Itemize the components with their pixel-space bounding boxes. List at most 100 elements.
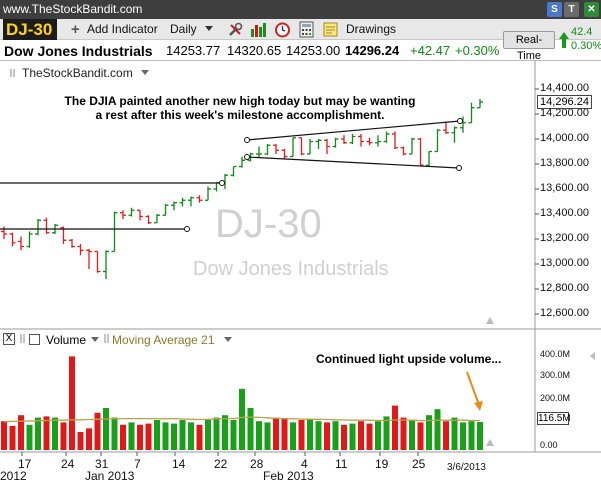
ohlc-bar [375,135,381,147]
note-icon[interactable] [322,21,339,38]
channel-upper-line[interactable] [246,120,461,141]
price-tick: 12,800.00 [540,282,589,294]
price-tick: 13,200.00 [540,232,589,244]
calculator-icon[interactable] [298,21,315,38]
volume-tick: 400.0M [540,349,571,359]
chevron-down-icon[interactable] [141,70,149,75]
ohlc-bar [349,134,356,144]
drawing-handle[interactable] [244,154,250,160]
channel-lower-line[interactable] [246,156,460,169]
volume-label: Volume [46,333,87,347]
add-indicator-icon[interactable]: + [71,21,80,38]
ohlc-bar [290,137,296,158]
ohlc-bar [196,195,203,203]
volume-bar [145,423,152,450]
volume-bar [451,417,458,450]
volume-tick: 300.0M [540,370,571,380]
close-icon[interactable]: ✕ [584,2,599,17]
ohlc-bar [213,182,220,192]
quote-change: +42.47 [410,43,451,58]
x-day-label: 4 [301,457,308,471]
share-icon[interactable]: S [547,2,562,17]
ohlc-bar [162,204,169,216]
color-swatch[interactable] [29,334,40,345]
drawing-handle[interactable] [244,137,250,143]
wrench-icon[interactable] [227,21,244,38]
x-period-label: Feb 2013 [263,469,314,483]
side-change-pct: 0.30% [571,40,601,52]
drawing-handle[interactable] [456,165,462,171]
chevron-down-icon[interactable] [224,337,232,342]
interval-select[interactable]: Daily [170,22,197,36]
drawing-handle[interactable] [219,180,225,186]
volume-bar [222,415,228,450]
ohlc-bar [18,236,24,251]
ohlc-bar [137,209,143,221]
source-label: TheStockBandit.com [22,66,133,80]
main-annotation: The DJIA painted another new high today … [64,94,416,122]
drag-handle-icon[interactable] [20,334,26,343]
volume-bar [375,421,381,450]
volume-bar [273,417,279,450]
volume-bar [409,420,415,450]
window-title: www.TheStockBandit.com [3,2,143,16]
bar-chart-icon[interactable] [250,21,267,38]
close-panel-icon[interactable]: X [3,333,15,345]
ohlc-bar [366,137,373,146]
price-tick: 12,600.00 [540,307,589,319]
quote-bar: Dow Jones Industrials 14253.77 14320.65 … [0,40,601,61]
volume-bar [103,408,109,450]
symbol-box[interactable]: DJ-30 [3,19,57,40]
x-day-label: 11 [335,457,348,471]
volume-bar [69,356,75,450]
drawing-handle[interactable] [184,226,190,232]
ohlc-bar [426,150,432,167]
chevron-down-icon[interactable] [205,26,213,31]
volume-bar [264,422,271,450]
price-tick: 13,000.00 [540,257,589,269]
ma-label: Moving Average 21 [112,333,215,347]
drag-handle-icon[interactable] [104,334,110,343]
current-volume-label: 116.5M [537,412,571,425]
ohlc-bar [341,135,347,144]
volume-bar [171,423,177,450]
volume-bar [392,405,398,450]
chevron-down-icon[interactable] [91,337,99,342]
drawing-handle[interactable] [457,118,463,124]
scroll-up-icon[interactable] [486,317,494,324]
current-price-label: 14,296.24 [537,95,592,109]
quote-change-pct: +0.30% [455,43,500,58]
volume-bar [426,415,432,450]
alarm-clock-icon[interactable] [274,21,291,38]
volume-bar [86,428,92,450]
ohlc-bar [94,250,101,273]
ohlc-bar [332,137,339,148]
volume-bar [468,421,475,450]
x-day-label: 25 [412,457,426,471]
volume-bar [111,417,118,450]
quote-high: 14320.65 [227,43,282,58]
volume-bar [298,420,305,450]
volume-bar [213,417,220,450]
collapse-icon[interactable] [590,352,595,360]
volume-tick: 200.0M [540,393,571,403]
drawings-button[interactable]: Drawings [346,22,397,36]
drag-handle-icon[interactable] [10,69,16,77]
ohlc-bar [443,121,449,134]
ohlc-bar [1,226,7,239]
x-day-label: 31 [95,457,109,471]
ohlc-bar [400,146,407,156]
ohlc-bar [154,214,160,224]
volume-bar [162,422,169,450]
realtime-button[interactable]: Real-Time [503,31,555,62]
volume-bar [1,421,7,450]
volume-bar [290,422,296,450]
ohlc-bar [256,146,262,158]
up-arrow-icon [559,32,569,48]
price-volume-chart[interactable] [0,61,601,484]
annotation-arrow [466,371,480,406]
tools-menu-icon[interactable]: T [564,2,579,17]
add-indicator-button[interactable]: Add Indicator [87,22,158,36]
volume-annotation: Continued light upside volume... [316,352,502,366]
scroll-up-icon[interactable] [486,439,494,446]
